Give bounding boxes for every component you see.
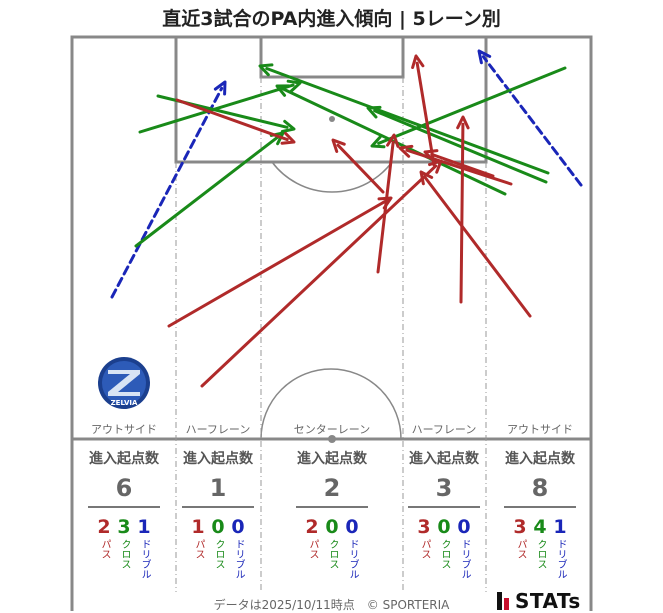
arrow-pass-19 (398, 144, 513, 186)
cross-breakdown: 0 クロス (211, 516, 225, 569)
penalty-arc (271, 161, 393, 193)
pass-breakdown: 2 パス (97, 516, 111, 559)
entry-origin-total: 2 (323, 474, 341, 502)
arrow-pass-17 (411, 54, 436, 167)
arrow-cross-6 (370, 66, 567, 149)
svg-text:ZELVIA: ZELVIA (111, 399, 138, 407)
lane-stats-2: 進入起点数 1 1 パス 0 クロス 0 ドリブル (168, 448, 268, 579)
entry-origin-total: 8 (531, 474, 549, 502)
center-spot (328, 435, 336, 443)
arrow-dribble-2 (477, 49, 583, 187)
cross-breakdown: 0 クロス (437, 516, 451, 569)
arrow-pass-16 (419, 170, 532, 318)
arrow-pass-10 (175, 98, 296, 145)
arrow-pass-12 (200, 159, 443, 388)
divider (88, 506, 160, 508)
entry-origin-total: 6 (115, 474, 133, 502)
lane-name-3: センターレーン (293, 423, 371, 436)
divider (408, 506, 480, 508)
brand-logo: STATs (497, 589, 581, 613)
arrow-cross-9 (366, 105, 548, 184)
lane-name-2: ハーフレーン (185, 423, 251, 436)
chart-title: 直近3試合のPA内進入傾向 | 5レーン別 (162, 8, 501, 30)
entry-origin-header: 進入起点数 (409, 451, 479, 467)
lane-stats-5: 進入起点数 8 3 パス 4 クロス 1 ドリブル (490, 448, 590, 579)
dribble-breakdown: 1 ドリブル (553, 516, 567, 579)
divider (182, 506, 254, 508)
dribble-breakdown: 0 ドリブル (231, 516, 245, 579)
pass-breakdown: 3 パス (417, 516, 431, 559)
entry-origin-header: 進入起点数 (297, 451, 367, 467)
lane-stats-4: 進入起点数 3 3 パス 0 クロス 0 ドリブル (394, 448, 494, 579)
lane-name-5: アウトサイド (507, 423, 573, 436)
dribble-breakdown: 0 ドリブル (457, 516, 471, 579)
entry-origin-total: 3 (435, 474, 453, 502)
penalty-spot (329, 116, 335, 122)
arrow-dribble-1 (110, 80, 227, 299)
pass-breakdown: 2 パス (305, 516, 319, 559)
center-circle (260, 368, 402, 440)
team-logo: ZELVIA (96, 356, 152, 410)
lane-name-4: ハーフレーン (411, 423, 477, 436)
lane-stats-1: 進入起点数 6 2 パス 3 クロス 1 ドリブル (74, 448, 174, 579)
arrow-cross-8 (258, 63, 550, 175)
pass-breakdown: 1 パス (191, 516, 205, 559)
cross-breakdown: 4 クロス (533, 516, 547, 569)
divider (296, 506, 368, 508)
cross-breakdown: 0 クロス (325, 516, 339, 569)
entry-origin-total: 1 (209, 474, 227, 502)
arrow-pass-15 (456, 115, 470, 304)
arrow-cross-4 (138, 79, 302, 134)
entry-origin-header: 進入起点数 (183, 451, 253, 467)
dribble-breakdown: 0 ドリブル (345, 516, 359, 579)
cross-breakdown: 3 クロス (117, 516, 131, 569)
lane-name-1: アウトサイド (91, 423, 157, 436)
footer-note: データは2025/10/11時点 © SPORTERIA (213, 598, 450, 612)
pass-breakdown: 3 パス (513, 516, 527, 559)
penalty-area (174, 35, 488, 164)
arrow-pass-13 (331, 138, 385, 194)
divider (504, 506, 576, 508)
goal-area (259, 35, 405, 79)
lane-stats-3: 進入起点数 2 2 パス 0 クロス 0 ドリブル (282, 448, 382, 579)
arrow-pass-11 (167, 196, 393, 328)
entry-origin-header: 進入起点数 (89, 451, 159, 467)
dribble-breakdown: 1 ドリブル (137, 516, 151, 579)
entry-origin-header: 進入起点数 (505, 451, 575, 467)
arrow-pass-14 (376, 133, 400, 274)
